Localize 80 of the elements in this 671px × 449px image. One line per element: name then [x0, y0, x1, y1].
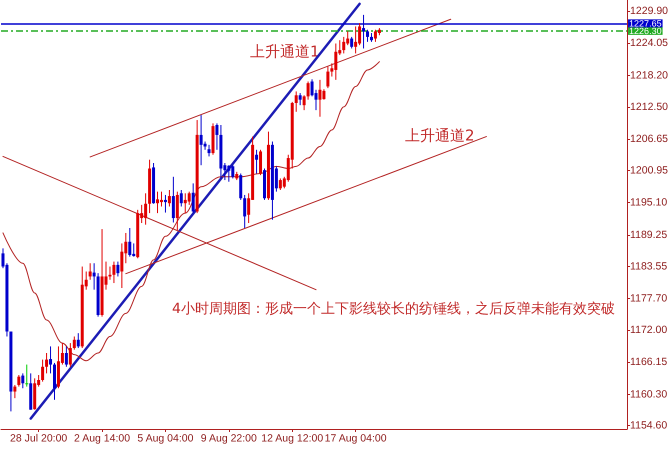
candlestick	[302, 94, 306, 111]
candlestick	[346, 30, 350, 46]
candlestick	[326, 66, 330, 89]
candlestick	[45, 352, 48, 374]
candlestick	[227, 164, 230, 182]
candlestick	[49, 346, 52, 374]
candlestick	[25, 364, 28, 388]
candlestick	[350, 36, 354, 49]
y-tick-label: 1189.25	[630, 228, 668, 241]
y-tick-label: 1195.10	[630, 196, 668, 209]
candlestick	[306, 81, 310, 100]
candlestick	[176, 191, 179, 231]
annotation: 上升通道2	[405, 126, 475, 144]
candlestick	[192, 182, 195, 214]
candlestick	[354, 26, 358, 54]
candlestick	[76, 332, 80, 349]
candlestick	[164, 194, 167, 214]
candlestick	[243, 194, 246, 228]
candlestick	[13, 384, 16, 399]
candlestick	[231, 164, 234, 179]
candlestick	[64, 346, 68, 368]
candlestick	[259, 149, 262, 176]
candlestick	[21, 372, 24, 389]
candlestick	[172, 176, 175, 223]
candlestick	[334, 43, 338, 80]
candlestick	[184, 192, 187, 214]
candlestick	[120, 242, 124, 289]
y-tick-label: 1206.65	[630, 133, 668, 146]
x-tick-label: 2 Aug 14:00	[74, 432, 130, 444]
y-tick-label: 1200.95	[630, 164, 668, 176]
candlestick	[318, 79, 322, 118]
y-tick-label: 1218.20	[630, 69, 668, 82]
ref-line-label: 1226.30	[629, 26, 662, 36]
candlestick	[278, 178, 282, 190]
annotation: 上升通道1	[250, 42, 320, 60]
y-tick-label: 1177.70	[630, 292, 668, 304]
candlestick	[116, 261, 120, 277]
candlestick	[92, 262, 96, 290]
candlestick	[160, 191, 163, 208]
candlestick	[41, 359, 44, 382]
candlestick	[374, 29, 377, 42]
candlestick	[366, 29, 370, 42]
candlestick	[239, 172, 242, 200]
candlestick	[298, 92, 302, 106]
candlestick	[108, 266, 112, 280]
candlestick	[215, 122, 218, 150]
y-tick-label: 1183.55	[630, 260, 668, 272]
y-tick-label: 1154.60	[630, 420, 668, 432]
x-tick-label: 5 Aug 04:00	[137, 432, 194, 444]
candlestick	[156, 191, 160, 214]
candlestick	[168, 189, 171, 208]
y-tick-label: 1166.15	[630, 356, 668, 368]
annotation: 4小时周期图：形成一个上下影线较长的纺锤线，之后反弹未能有效突破	[172, 301, 615, 317]
candlestick	[88, 262, 92, 280]
candlestick	[208, 144, 211, 157]
candlestick	[200, 114, 203, 166]
candlestick	[128, 227, 132, 258]
candlestick	[72, 336, 76, 350]
candlestick	[180, 189, 183, 208]
y-tick-label: 1160.30	[630, 388, 668, 400]
candlestick	[358, 22, 362, 46]
x-tick-label: 17 Aug 04:00	[324, 432, 387, 444]
y-tick-label: 1229.90	[630, 5, 668, 18]
candlestick	[322, 88, 326, 100]
candlestick	[112, 261, 116, 284]
ref-line-label: 1227.65	[629, 18, 662, 28]
x-tick-label: 12 Aug 12:00	[261, 432, 324, 444]
y-tick-label: 1224.05	[630, 37, 668, 50]
candlestick	[17, 374, 20, 388]
y-tick-label: 1172.00	[630, 324, 668, 336]
candlestick	[294, 90, 298, 112]
x-tick-label: 28 Jul 20:00	[10, 432, 68, 444]
x-tick-label: 9 Aug 22:00	[200, 432, 258, 444]
candlestick	[52, 362, 56, 400]
candlestick	[255, 149, 258, 174]
y-tick-label: 1212.50	[630, 100, 668, 113]
candlestick	[310, 78, 314, 97]
candlestick	[68, 342, 72, 368]
candlestick	[342, 36, 346, 54]
candlestick	[144, 192, 148, 226]
